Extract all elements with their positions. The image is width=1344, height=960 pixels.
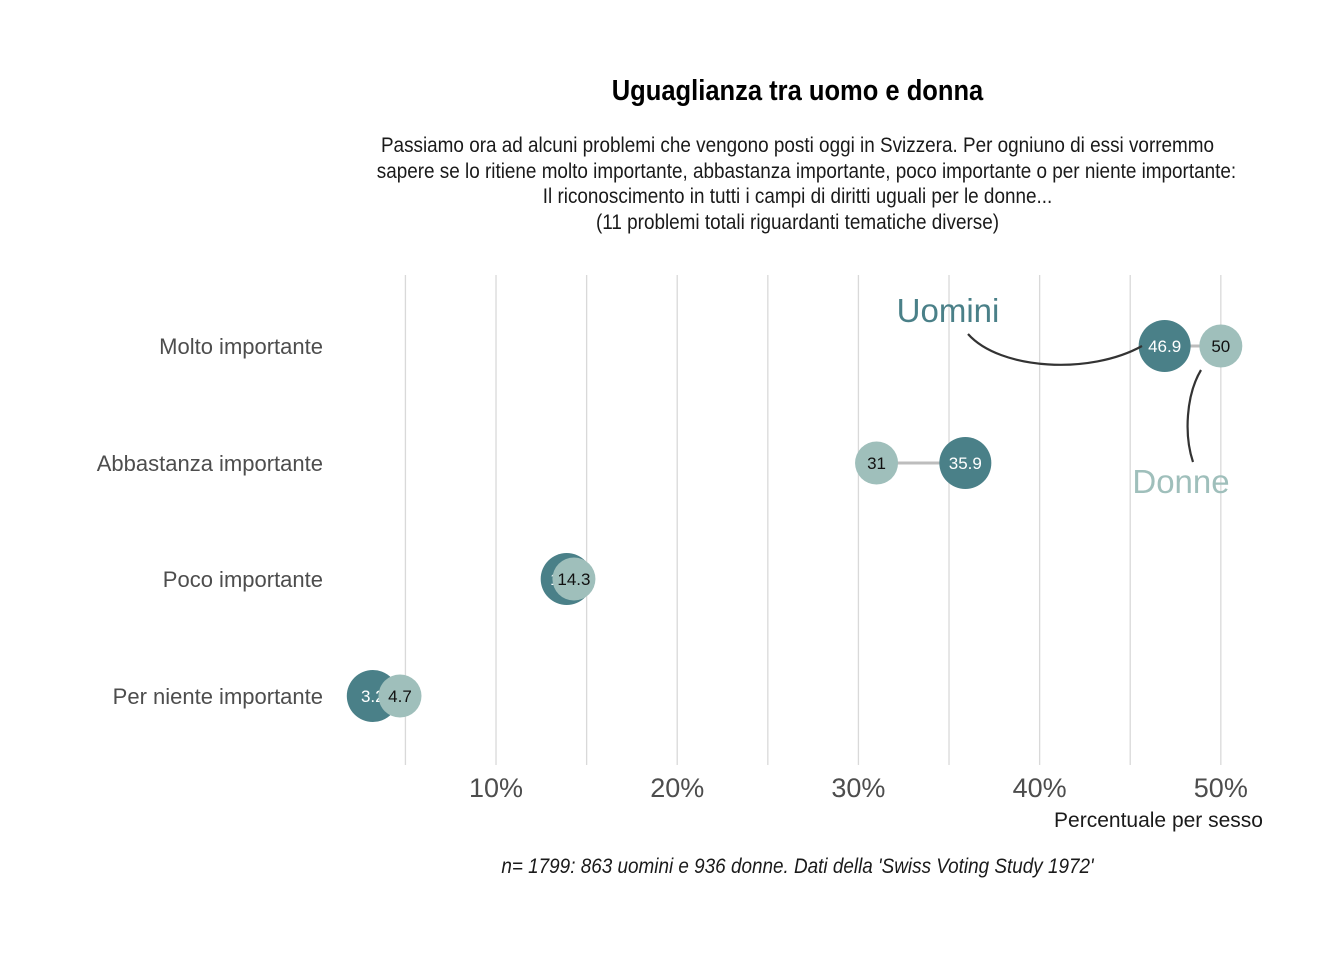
chart-caption: n= 1799: 863 uomini e 936 donne. Dati de… bbox=[501, 855, 1094, 878]
value-label-uomini: 3.2 bbox=[361, 687, 385, 706]
x-tick-labels: 10% 20% 30% 40% 50% bbox=[469, 773, 1248, 803]
chart-title: Uguaglianza tra uomo e donna bbox=[611, 75, 984, 107]
point-donne bbox=[1199, 324, 1243, 368]
x-tick-label: 20% bbox=[650, 773, 704, 803]
annotation-uomini: Uomini bbox=[897, 292, 1000, 329]
category-labels: Molto importante Abbastanza importante Poc… bbox=[97, 334, 323, 709]
value-label-donne: 50 bbox=[1211, 337, 1230, 356]
point-uomini bbox=[939, 437, 992, 489]
x-tick-label: 30% bbox=[831, 773, 885, 803]
subtitle-line-2: sapere se lo ritiene molto importante, a… bbox=[376, 159, 1237, 183]
point-donne bbox=[552, 557, 596, 601]
category-label: Per niente importante bbox=[113, 684, 323, 709]
point-donne bbox=[855, 441, 899, 485]
category-label: Abbastanza importante bbox=[97, 451, 323, 476]
donne-annotation-curve bbox=[1186, 369, 1202, 463]
annotation-donne: Donne bbox=[1132, 463, 1229, 500]
x-tick-label: 50% bbox=[1194, 773, 1248, 803]
connectors bbox=[372, 344, 1221, 698]
chart-subtitle: Passiamo ora ad alcuni problemi che veng… bbox=[376, 133, 1237, 235]
value-label-uomini: 35.9 bbox=[949, 454, 982, 473]
value-label-uomini: 46.9 bbox=[1148, 337, 1181, 356]
x-axis-label: Percentuale per sesso bbox=[1054, 809, 1263, 832]
gridlines bbox=[404, 275, 1222, 765]
subtitle-line-4: (11 problemi totali riguardanti tematich… bbox=[595, 210, 1000, 234]
value-label-donne: 31 bbox=[867, 454, 886, 473]
annotations: Uomini Donne bbox=[897, 292, 1230, 500]
subtitle-line-3: Il riconoscimento in tutti i campi di di… bbox=[542, 185, 1053, 208]
x-tick-label: 40% bbox=[1013, 773, 1067, 803]
subtitle-line-1: Passiamo ora ad alcuni problemi che veng… bbox=[380, 134, 1215, 157]
point-donne bbox=[378, 674, 422, 718]
value-label-donne: 4.7 bbox=[388, 687, 412, 706]
point-uomini bbox=[1138, 320, 1191, 372]
category-label: Poco importante bbox=[163, 567, 323, 592]
x-tick-label: 10% bbox=[469, 773, 523, 803]
uomini-annotation-curve bbox=[967, 333, 1143, 366]
category-label: Molto importante bbox=[159, 334, 323, 359]
value-label-donne: 14.3 bbox=[557, 570, 590, 589]
